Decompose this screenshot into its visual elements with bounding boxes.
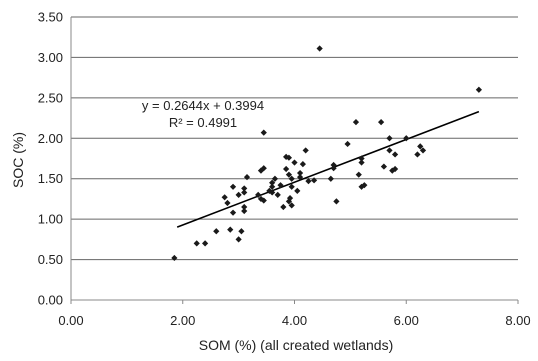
data-point — [361, 182, 368, 189]
data-point — [269, 179, 276, 186]
data-point — [260, 197, 267, 204]
y-axis-title: SOC (%) — [10, 132, 26, 188]
data-point — [296, 173, 304, 181]
data-point — [302, 147, 309, 154]
data-point — [283, 153, 290, 160]
data-point — [241, 185, 248, 192]
data-point — [224, 199, 231, 207]
data-point — [403, 135, 410, 142]
data-point — [241, 189, 248, 196]
data-point — [358, 159, 365, 166]
data-point — [229, 209, 237, 216]
data-point — [202, 240, 209, 247]
data-point — [475, 86, 482, 93]
data-point — [344, 140, 351, 148]
trendline-group — [176, 110, 480, 228]
data-point — [271, 175, 279, 182]
data-point — [391, 165, 399, 173]
data-point — [330, 165, 337, 172]
y-tick-label: 3.50 — [38, 10, 63, 25]
y-tick-label: 0.00 — [38, 293, 63, 308]
data-point — [229, 183, 237, 190]
data-point — [286, 195, 294, 202]
data-point — [235, 236, 242, 243]
data-point — [269, 183, 276, 190]
data-point — [417, 143, 424, 150]
data-point — [327, 175, 334, 182]
data-point — [227, 226, 234, 233]
axes — [70, 17, 519, 304]
data-point — [333, 198, 340, 205]
data-point — [288, 175, 295, 182]
data-point — [296, 169, 304, 177]
data-point — [378, 119, 385, 126]
x-tick-label: 6.00 — [394, 313, 419, 328]
trendline — [176, 110, 480, 228]
data-point — [241, 207, 248, 215]
data-point — [285, 198, 293, 205]
x-tick-label: 8.00 — [505, 313, 530, 328]
tick-labels: 0.00 0.50 1.00 1.50 2.00 2.50 3.00 3.50 0.00 2.00… — [38, 10, 531, 329]
x-tick-label: 2.00 — [170, 313, 195, 328]
data-point — [288, 183, 295, 190]
data-point — [274, 191, 281, 198]
trendline-r-squared: R² = 0.4991 — [169, 115, 237, 130]
y-tick-label: 2.00 — [38, 131, 63, 146]
data-point — [260, 129, 267, 136]
data-point — [355, 171, 362, 178]
x-tick-label: 4.00 — [282, 313, 307, 328]
x-tick-label: 0.00 — [58, 313, 83, 328]
data-point — [291, 159, 298, 166]
y-tick-label: 1.50 — [38, 171, 63, 186]
data-point — [288, 202, 295, 209]
data-point — [171, 254, 178, 262]
data-point — [358, 183, 365, 190]
data-point — [305, 178, 312, 185]
data-point — [213, 228, 220, 235]
data-point — [257, 195, 265, 203]
data-point — [310, 177, 318, 184]
data-point — [277, 182, 284, 189]
y-tick-label: 3.00 — [38, 50, 63, 65]
gridlines — [71, 16, 518, 261]
data-point — [255, 191, 262, 198]
data-point — [352, 119, 360, 126]
y-tick-label: 2.50 — [38, 90, 63, 105]
data-point — [419, 147, 427, 154]
data-point — [257, 167, 265, 174]
data-point — [285, 154, 293, 161]
data-point — [283, 165, 290, 173]
data-point — [386, 147, 393, 154]
data-point — [330, 161, 337, 169]
data-point — [280, 203, 287, 211]
data-point — [193, 240, 200, 247]
data-point — [380, 163, 387, 170]
x-axis-title: SOM (%) (all created wetlands) — [199, 337, 394, 353]
data-point — [269, 189, 276, 196]
data-point — [238, 228, 245, 235]
data-point — [414, 151, 421, 158]
data-point — [243, 173, 251, 181]
data-point — [235, 191, 242, 198]
data-point — [391, 151, 399, 158]
data-point — [316, 45, 323, 52]
y-tick-label: 1.00 — [38, 212, 63, 227]
data-points — [171, 45, 482, 262]
y-tick-label: 0.50 — [38, 252, 63, 267]
data-point — [241, 203, 248, 211]
data-point — [299, 161, 306, 168]
data-point — [260, 165, 267, 172]
trendline-equation: y = 0.2644x + 0.3994 — [142, 98, 264, 113]
data-point — [294, 187, 301, 194]
data-point — [358, 155, 365, 162]
data-point — [221, 194, 228, 201]
data-point — [386, 135, 393, 142]
data-point — [285, 171, 293, 178]
